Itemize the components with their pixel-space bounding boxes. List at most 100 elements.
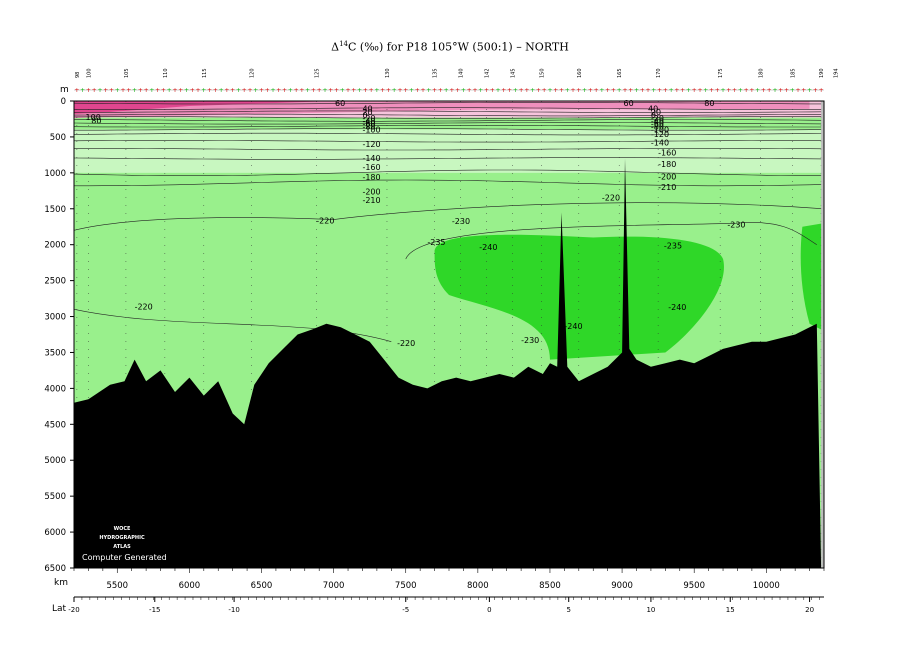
station-marker: + xyxy=(322,87,327,94)
station-marker: + xyxy=(599,87,604,94)
station-marker: + xyxy=(426,87,431,94)
station-marker: + xyxy=(651,87,656,94)
station-label: 190 xyxy=(819,68,825,78)
contour-label: 80 xyxy=(91,116,101,125)
contour-label: -100 xyxy=(651,126,669,135)
contour-label: -20 xyxy=(651,114,664,123)
contour-label: -180 xyxy=(658,160,676,169)
station-marker: + xyxy=(778,87,783,94)
station-marker: + xyxy=(247,87,252,94)
station-marker: + xyxy=(634,87,639,94)
station-marker: + xyxy=(547,87,552,94)
station-marker: + xyxy=(259,87,264,94)
contour-label: -80 xyxy=(651,123,664,132)
isoline--80 xyxy=(74,125,824,128)
isoline-20 xyxy=(74,110,824,113)
contour-label: 20 xyxy=(651,108,661,117)
contour-label: 20 xyxy=(362,108,372,117)
contour-label: 100 xyxy=(86,113,101,122)
station-marker: + xyxy=(92,87,97,94)
x-tick-label: 7500 xyxy=(395,581,417,591)
station-marker: + xyxy=(738,87,743,94)
station-marker: + xyxy=(692,87,697,94)
contour-label: -220 xyxy=(397,339,415,348)
station-marker: + xyxy=(409,87,414,94)
y-tick-label: 3500 xyxy=(44,348,66,358)
station-marker: + xyxy=(172,87,177,94)
watermark-line-1: WOCE xyxy=(113,526,131,532)
station-marker: + xyxy=(726,87,731,94)
contour-label: -210 xyxy=(658,183,676,192)
station-marker: + xyxy=(559,87,564,94)
title-sup: 14 xyxy=(339,40,349,48)
x-tick-label: 6500 xyxy=(251,581,273,591)
contour-label: -40 xyxy=(362,117,375,126)
isoline-60 xyxy=(74,102,824,105)
station-label: 194 xyxy=(834,68,840,78)
contour-label: -235 xyxy=(427,238,445,247)
contour-label: -60 xyxy=(651,120,664,129)
station-marker: + xyxy=(115,87,120,94)
station-marker: + xyxy=(761,87,766,94)
contour-label: -120 xyxy=(651,130,669,139)
contour-label: -240 xyxy=(668,303,686,312)
station-marker: + xyxy=(657,87,662,94)
station-marker: + xyxy=(588,87,593,94)
station-marker: + xyxy=(184,87,189,94)
station-marker: + xyxy=(784,87,789,94)
station-marker: + xyxy=(472,87,477,94)
station-marker: + xyxy=(265,87,270,94)
station-marker: + xyxy=(536,87,541,94)
lat-axis-label: Lat xyxy=(52,604,67,614)
station-marker: + xyxy=(369,87,374,94)
y-tick-label: 1500 xyxy=(44,205,66,215)
contour-label: -100 xyxy=(362,126,380,135)
isoline-230 xyxy=(405,222,817,260)
station-marker: + xyxy=(594,87,599,94)
station-marker: + xyxy=(496,87,501,94)
station-marker: + xyxy=(97,87,102,94)
station-marker: + xyxy=(271,87,276,94)
station-marker: + xyxy=(109,87,114,94)
y-tick-label: 5000 xyxy=(44,456,66,466)
station-marker: + xyxy=(207,87,212,94)
station-marker: + xyxy=(461,87,466,94)
contour-label: -230 xyxy=(521,336,539,345)
station-marker: + xyxy=(346,87,351,94)
station-marker: + xyxy=(772,87,777,94)
station-label: 180 xyxy=(759,68,765,78)
station-marker: + xyxy=(253,87,258,94)
station-marker: + xyxy=(144,87,149,94)
station-marker: + xyxy=(288,87,293,94)
contour-label: -220 xyxy=(135,302,153,311)
station-label: 145 xyxy=(510,68,516,78)
woce-watermark: WOCE HYDROGRAPHIC ATLAS Computer Generat… xyxy=(82,525,167,563)
station-marker: + xyxy=(697,87,702,94)
station-marker: + xyxy=(542,87,547,94)
station-label: 110 xyxy=(163,68,169,78)
station-marker: + xyxy=(565,87,570,94)
station-marker: + xyxy=(715,87,720,94)
station-label: 185 xyxy=(790,68,796,78)
watermark-line-4: Computer Generated xyxy=(82,553,167,562)
lat-tick-label: -15 xyxy=(149,606,160,614)
station-marker: + xyxy=(415,87,420,94)
contour-label: -210 xyxy=(362,196,380,205)
coast-land xyxy=(821,101,824,568)
station-label: 125 xyxy=(314,68,320,78)
contour-label: 60 xyxy=(335,99,345,108)
station-marker: + xyxy=(819,87,824,94)
station-marker: + xyxy=(224,87,229,94)
station-marker: + xyxy=(669,87,674,94)
station-label: 150 xyxy=(539,68,545,78)
y-tick-label: 2000 xyxy=(44,241,66,251)
contour-label: -220 xyxy=(316,216,334,225)
station-marker: + xyxy=(553,87,558,94)
station-marker: + xyxy=(317,87,322,94)
station-marker: + xyxy=(311,87,316,94)
y-tick-label: 4000 xyxy=(44,384,66,394)
x-tick-label: 8500 xyxy=(539,581,561,591)
station-label: 140 xyxy=(459,68,465,78)
station-marker: + xyxy=(467,87,472,94)
isoline--20 xyxy=(74,116,824,119)
